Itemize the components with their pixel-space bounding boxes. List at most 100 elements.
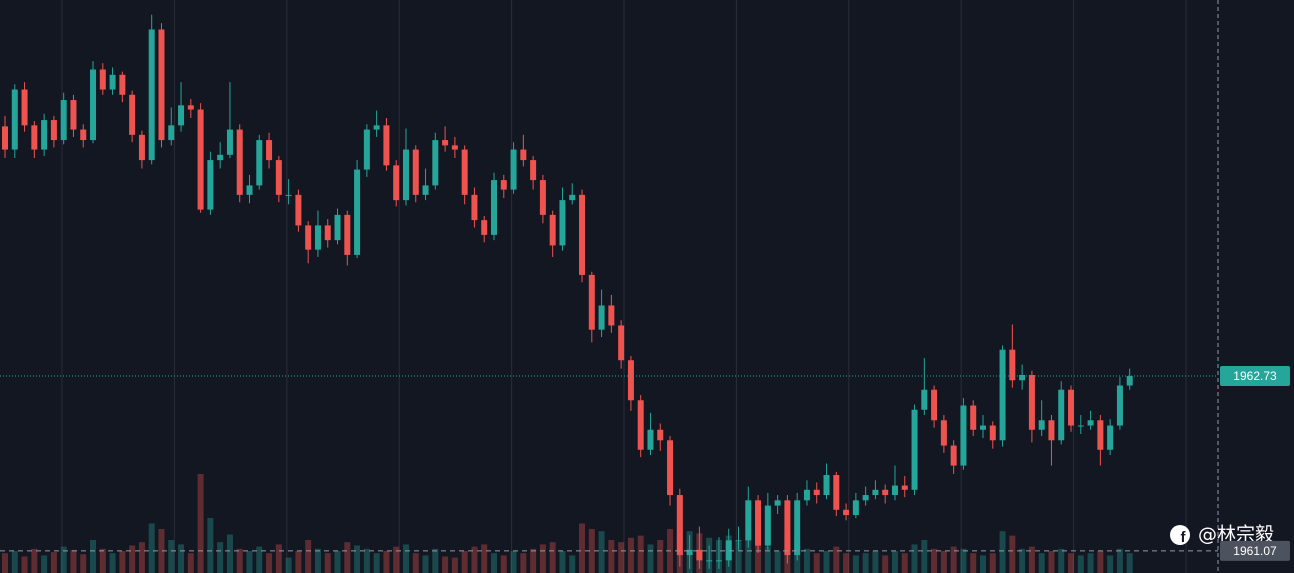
- volume-bar: [305, 540, 312, 573]
- facebook-glyph: f: [1181, 529, 1187, 546]
- candle-body: [598, 305, 605, 330]
- candle-body: [471, 194, 478, 221]
- volume-bar: [373, 553, 380, 573]
- candle-body: [383, 125, 390, 166]
- candle-body: [872, 489, 879, 496]
- candle-body: [940, 420, 947, 446]
- volume-bar: [295, 551, 302, 573]
- candle-body: [266, 140, 273, 161]
- candle-body: [285, 194, 292, 196]
- volume-bar: [148, 523, 155, 573]
- last-price-label: 1962.73: [1233, 369, 1277, 383]
- facebook-icon: [1170, 525, 1190, 545]
- volume-bar: [872, 551, 879, 573]
- volume-bar: [402, 544, 409, 573]
- volume-bar: [197, 474, 204, 573]
- candle-body: [960, 405, 967, 466]
- volume-bar: [236, 548, 243, 573]
- volume-bar: [158, 529, 165, 573]
- candle-body: [931, 389, 938, 421]
- candle-body: [1019, 374, 1026, 381]
- candle-body: [882, 489, 889, 496]
- candle-body: [217, 154, 224, 161]
- volume-bar: [109, 553, 116, 573]
- volume-bar: [31, 548, 38, 573]
- candle-body: [970, 405, 977, 430]
- volume-bar: [588, 529, 595, 573]
- candle-body: [618, 325, 625, 361]
- candle-body: [354, 169, 361, 255]
- volume-bar: [989, 553, 996, 573]
- candle-body: [696, 549, 703, 561]
- candle-body: [539, 180, 546, 215]
- candle-body: [745, 500, 752, 541]
- volume-bar: [246, 551, 253, 573]
- candle-body: [21, 89, 28, 126]
- volume-bar: [363, 548, 370, 573]
- candle-body: [579, 194, 586, 275]
- volume-bar: [745, 540, 752, 573]
- volume-bar: [451, 557, 458, 573]
- candle-body: [989, 425, 996, 441]
- volume-bar: [354, 545, 361, 573]
- volume-bar: [921, 540, 928, 573]
- watermark: f @林宗毅: [1170, 524, 1274, 546]
- candle-body: [735, 540, 742, 542]
- volume-bar: [99, 548, 106, 573]
- candle-body: [393, 165, 400, 201]
- volume-bar: [1009, 535, 1016, 573]
- volume-bar: [1028, 546, 1035, 573]
- volume-bar: [207, 518, 214, 573]
- candle-body: [324, 225, 331, 241]
- candle-body: [11, 89, 18, 150]
- candle-body: [373, 125, 380, 130]
- volume-bar: [1068, 553, 1075, 573]
- candle-body: [90, 69, 97, 141]
- volume-bar: [931, 548, 938, 573]
- volume-bar: [2, 553, 8, 573]
- candle-body: [129, 94, 136, 135]
- volume-bar: [911, 544, 918, 573]
- candle-body: [794, 500, 801, 556]
- candle-body: [295, 194, 302, 226]
- volume-bar: [960, 548, 967, 573]
- candle-body: [706, 560, 713, 562]
- volume-bar: [882, 555, 889, 573]
- volume-bar: [852, 555, 859, 573]
- volume-bar: [481, 544, 488, 573]
- candle-body: [676, 495, 683, 556]
- volume-bar: [314, 548, 321, 573]
- volume-bar: [891, 551, 898, 573]
- volume-bar: [217, 542, 224, 573]
- candle-body: [549, 214, 556, 246]
- candle-body: [226, 129, 233, 155]
- candle-body: [980, 425, 986, 430]
- volume-bar: [412, 553, 419, 573]
- candle-body: [891, 485, 898, 496]
- candle-body: [921, 389, 928, 410]
- candle-body: [588, 274, 595, 330]
- candle-body: [2, 126, 8, 150]
- candle-body: [363, 129, 370, 170]
- volume-bar: [226, 534, 233, 573]
- candle-body: [41, 120, 48, 150]
- volume-bar: [324, 553, 331, 573]
- volume-bar: [618, 542, 625, 573]
- candle-body: [1028, 374, 1035, 430]
- candle-body: [1097, 420, 1104, 450]
- candle-body: [50, 120, 57, 141]
- candle-body: [823, 475, 830, 496]
- candle-body: [461, 149, 468, 195]
- candle-body: [569, 194, 576, 201]
- watermark-text: @林宗毅: [1198, 524, 1274, 546]
- candle-body: [764, 505, 771, 546]
- volume-bar: [266, 553, 273, 573]
- candle-body: [950, 445, 957, 466]
- candle-body: [755, 500, 762, 546]
- volume-bar: [1038, 553, 1045, 573]
- candle-body: [168, 125, 175, 141]
- candle-body: [138, 134, 145, 161]
- candle-body: [1116, 385, 1123, 426]
- volume-bar: [275, 544, 282, 573]
